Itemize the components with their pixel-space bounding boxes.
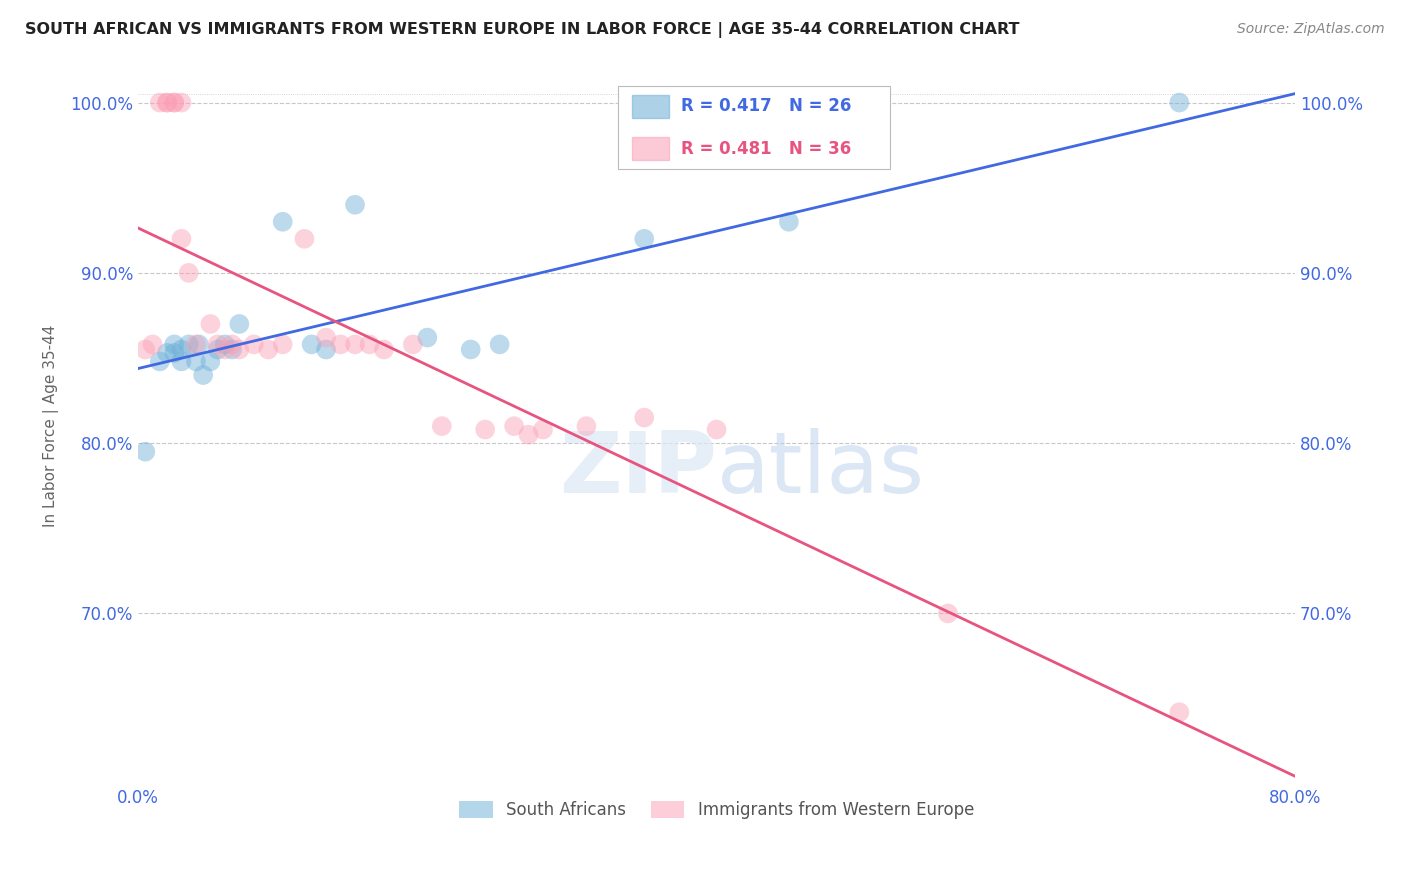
- Point: [416, 330, 439, 344]
- Point: [315, 343, 337, 357]
- Point: [214, 343, 236, 357]
- Point: [184, 337, 207, 351]
- Point: [430, 419, 453, 434]
- Point: [163, 95, 186, 110]
- Point: [221, 337, 243, 351]
- Point: [503, 419, 526, 434]
- Point: [402, 337, 425, 351]
- Point: [257, 343, 280, 357]
- FancyBboxPatch shape: [633, 137, 669, 160]
- Point: [1168, 705, 1191, 719]
- Point: [214, 337, 236, 351]
- Point: [344, 198, 367, 212]
- Point: [294, 232, 316, 246]
- Point: [329, 337, 352, 351]
- Point: [271, 337, 294, 351]
- Text: ZIP: ZIP: [558, 427, 717, 510]
- Point: [156, 95, 179, 110]
- Point: [200, 354, 222, 368]
- Point: [163, 337, 186, 351]
- Point: [187, 337, 209, 351]
- Point: [221, 343, 243, 357]
- Point: [156, 346, 179, 360]
- Point: [149, 95, 172, 110]
- Point: [633, 232, 655, 246]
- Point: [373, 343, 395, 357]
- Text: R = 0.417   N = 26: R = 0.417 N = 26: [681, 97, 851, 115]
- Point: [706, 423, 728, 437]
- Point: [170, 354, 193, 368]
- Point: [1168, 95, 1191, 110]
- Point: [193, 368, 215, 382]
- Point: [142, 337, 165, 351]
- Point: [936, 607, 959, 621]
- FancyBboxPatch shape: [633, 95, 669, 118]
- Point: [531, 423, 554, 437]
- Point: [163, 95, 186, 110]
- Text: atlas: atlas: [717, 427, 925, 510]
- Point: [474, 423, 496, 437]
- Text: SOUTH AFRICAN VS IMMIGRANTS FROM WESTERN EUROPE IN LABOR FORCE | AGE 35-44 CORRE: SOUTH AFRICAN VS IMMIGRANTS FROM WESTERN…: [25, 22, 1019, 38]
- Point: [156, 95, 179, 110]
- Point: [359, 337, 381, 351]
- Point: [228, 317, 250, 331]
- Point: [170, 95, 193, 110]
- Point: [184, 354, 207, 368]
- Point: [163, 346, 186, 360]
- Point: [170, 232, 193, 246]
- Point: [575, 419, 598, 434]
- Point: [517, 427, 540, 442]
- Text: Source: ZipAtlas.com: Source: ZipAtlas.com: [1237, 22, 1385, 37]
- Point: [488, 337, 510, 351]
- Text: R = 0.481   N = 36: R = 0.481 N = 36: [681, 140, 851, 158]
- Point: [149, 354, 172, 368]
- Point: [200, 317, 222, 331]
- Point: [170, 343, 193, 357]
- Point: [134, 343, 156, 357]
- Point: [460, 343, 482, 357]
- Point: [344, 337, 367, 351]
- Legend: South Africans, Immigrants from Western Europe: South Africans, Immigrants from Western …: [453, 794, 980, 825]
- Point: [243, 337, 266, 351]
- Point: [315, 330, 337, 344]
- Point: [207, 343, 229, 357]
- Point: [134, 444, 156, 458]
- FancyBboxPatch shape: [619, 87, 890, 169]
- Point: [207, 337, 229, 351]
- Point: [778, 215, 800, 229]
- Point: [177, 266, 200, 280]
- Point: [271, 215, 294, 229]
- Point: [177, 337, 200, 351]
- Point: [633, 410, 655, 425]
- Point: [301, 337, 323, 351]
- Point: [228, 343, 250, 357]
- Y-axis label: In Labor Force | Age 35-44: In Labor Force | Age 35-44: [44, 325, 59, 527]
